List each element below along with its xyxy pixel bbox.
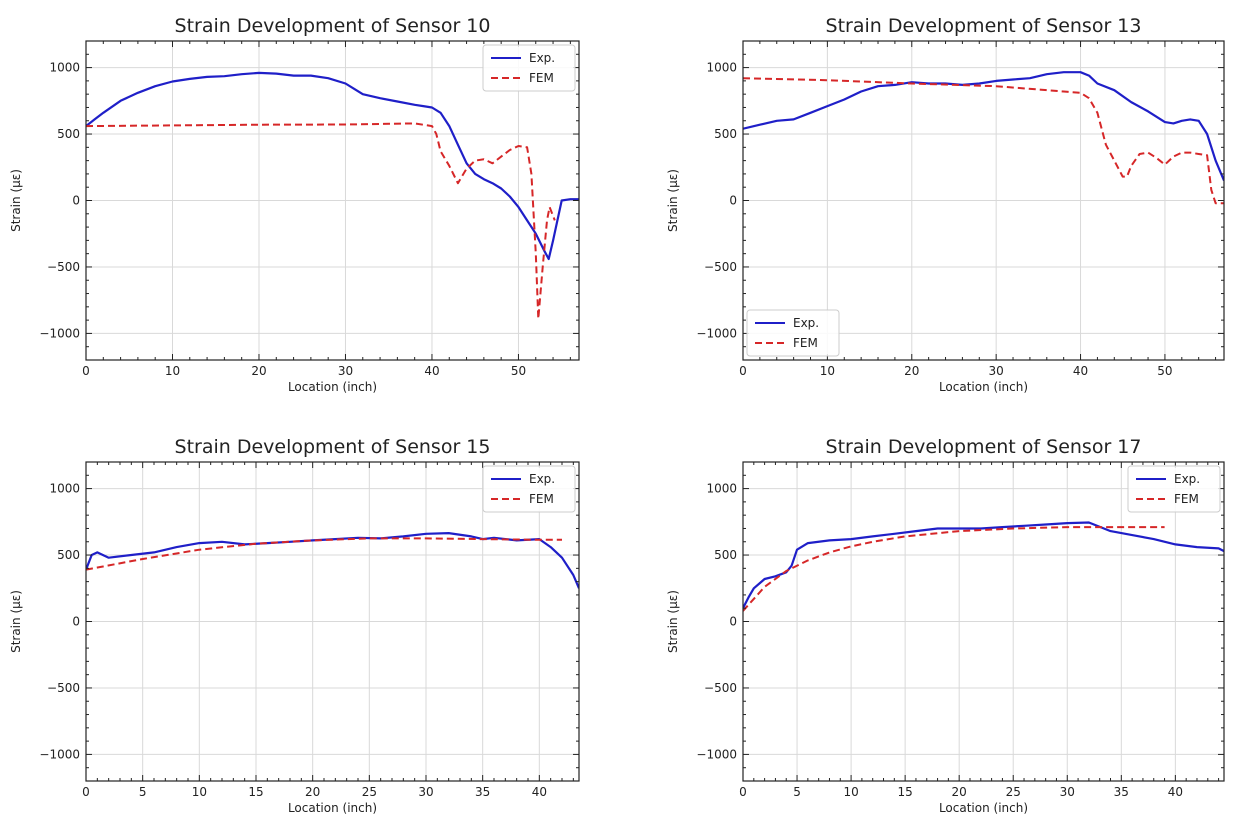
x-tick-label: 25 <box>1006 785 1021 799</box>
y-tick-label: 1000 <box>706 61 737 75</box>
chart-title: Strain Development of Sensor 17 <box>826 436 1142 458</box>
chart-panel-sensor-17: 0 5 10 15 20 25 30 35 40 −1000 −500 0 500 1000 Strain … <box>618 411 1236 822</box>
y-axis-label: Strain (με) <box>666 590 680 653</box>
y-axis-label: Strain (με) <box>9 590 23 653</box>
chart-svg: 0 10 20 30 40 50 −1000 −500 0 500 1000 Strain Devel… <box>9 15 580 394</box>
legend-label: Exp. <box>793 316 819 330</box>
y-axis-label: Strain (με) <box>666 169 680 232</box>
x-tick-label: 40 <box>1168 785 1183 799</box>
series-line-fem <box>743 77 1224 205</box>
y-tick-label: 500 <box>714 548 737 562</box>
legend: Exp. FEM <box>1127 465 1221 513</box>
x-tick-label: 20 <box>305 785 320 799</box>
chart-svg: 0 10 20 30 40 50 −1000 −500 0 500 1000 Strain Devel… <box>666 15 1225 394</box>
x-tick-label: 0 <box>739 785 747 799</box>
chart-title: Strain Development of Sensor 10 <box>175 15 491 37</box>
x-tick-label: 0 <box>82 364 90 378</box>
series-line-exp <box>86 71 579 261</box>
y-tick-label: 1000 <box>706 482 737 496</box>
y-tick-label: −500 <box>704 260 737 274</box>
series-line-exp <box>743 521 1224 609</box>
x-tick-label: 10 <box>165 364 180 378</box>
legend: Exp. FEM <box>482 465 576 513</box>
legend-label: FEM <box>529 492 554 506</box>
x-tick-label: 30 <box>338 364 353 378</box>
chart-panel-sensor-13: 0 10 20 30 40 50 −1000 −500 0 500 1000 Strain Devel… <box>618 0 1236 411</box>
x-tick-label: 30 <box>418 785 433 799</box>
y-tick-label: −1000 <box>39 326 80 340</box>
grid <box>85 41 579 360</box>
y-tick-label: −1000 <box>39 747 80 761</box>
y-tick-label: 0 <box>729 194 737 208</box>
x-tick-label: 40 <box>424 364 439 378</box>
x-axis-label: Location (inch) <box>288 801 377 815</box>
y-tick-label: 500 <box>714 127 737 141</box>
x-tick-label: 10 <box>192 785 207 799</box>
y-axis-label: Strain (με) <box>9 169 23 232</box>
x-tick-label: 15 <box>248 785 263 799</box>
x-tick-label: 20 <box>952 785 967 799</box>
x-tick-label: 0 <box>82 785 90 799</box>
x-axis-label: Location (inch) <box>939 380 1028 394</box>
x-axis-label: Location (inch) <box>288 380 377 394</box>
x-tick-label: 10 <box>843 785 858 799</box>
series-line-exp <box>743 71 1224 182</box>
chart-svg: 0 5 10 15 20 25 30 35 40 −1000 −500 0 500 1000 Strain … <box>9 436 580 815</box>
x-tick-label: 40 <box>532 785 547 799</box>
x-tick-label: 5 <box>793 785 801 799</box>
x-tick-label: 30 <box>989 364 1004 378</box>
series-line-fem <box>86 122 556 320</box>
y-tick-label: 500 <box>57 127 80 141</box>
chart-panel-sensor-15: 0 5 10 15 20 25 30 35 40 −1000 −500 0 500 1000 Strain … <box>0 411 618 822</box>
y-tick-label: 1000 <box>49 482 80 496</box>
x-tick-label: 50 <box>1157 364 1172 378</box>
legend-label: Exp. <box>529 472 555 486</box>
chart-svg: 0 5 10 15 20 25 30 35 40 −1000 −500 0 500 1000 Strain … <box>666 436 1225 815</box>
x-tick-label: 20 <box>904 364 919 378</box>
x-tick-label: 20 <box>251 364 266 378</box>
series-line-fem <box>86 537 562 571</box>
y-tick-label: 0 <box>729 615 737 629</box>
x-tick-label: 10 <box>820 364 835 378</box>
legend-label: Exp. <box>1174 472 1200 486</box>
legend-box <box>746 309 840 357</box>
y-tick-label: −1000 <box>696 747 737 761</box>
ticks <box>85 461 579 782</box>
x-tick-label: 35 <box>1114 785 1129 799</box>
legend-label: FEM <box>793 336 818 350</box>
legend-box <box>482 465 576 513</box>
y-tick-label: −1000 <box>696 326 737 340</box>
series-line-exp <box>86 531 579 589</box>
x-tick-label: 0 <box>739 364 747 378</box>
legend-box <box>1127 465 1221 513</box>
x-tick-label: 25 <box>362 785 377 799</box>
legend-label: FEM <box>529 71 554 85</box>
x-tick-label: 40 <box>1073 364 1088 378</box>
x-tick-label: 15 <box>897 785 912 799</box>
y-tick-label: 1000 <box>49 61 80 75</box>
legend-label: Exp. <box>529 51 555 65</box>
x-tick-label: 30 <box>1060 785 1075 799</box>
y-tick-label: 0 <box>72 615 80 629</box>
ticks <box>742 461 1224 782</box>
x-axis-label: Location (inch) <box>939 801 1028 815</box>
y-tick-label: −500 <box>47 681 80 695</box>
series-line-fem <box>743 526 1165 612</box>
legend: Exp. FEM <box>482 44 576 92</box>
x-tick-label: 35 <box>475 785 490 799</box>
y-tick-label: 0 <box>72 194 80 208</box>
legend-box <box>482 44 576 92</box>
chart-title: Strain Development of Sensor 15 <box>175 436 491 458</box>
chart-panel-sensor-10: 0 10 20 30 40 50 −1000 −500 0 500 1000 Strain Devel… <box>0 0 618 411</box>
x-tick-label: 5 <box>139 785 147 799</box>
legend-label: FEM <box>1174 492 1199 506</box>
y-tick-label: −500 <box>704 681 737 695</box>
y-tick-label: −500 <box>47 260 80 274</box>
y-tick-label: 500 <box>57 548 80 562</box>
ticks <box>85 40 579 361</box>
x-tick-label: 50 <box>511 364 526 378</box>
legend: Exp. FEM <box>746 309 840 357</box>
chart-title: Strain Development of Sensor 13 <box>826 15 1142 37</box>
